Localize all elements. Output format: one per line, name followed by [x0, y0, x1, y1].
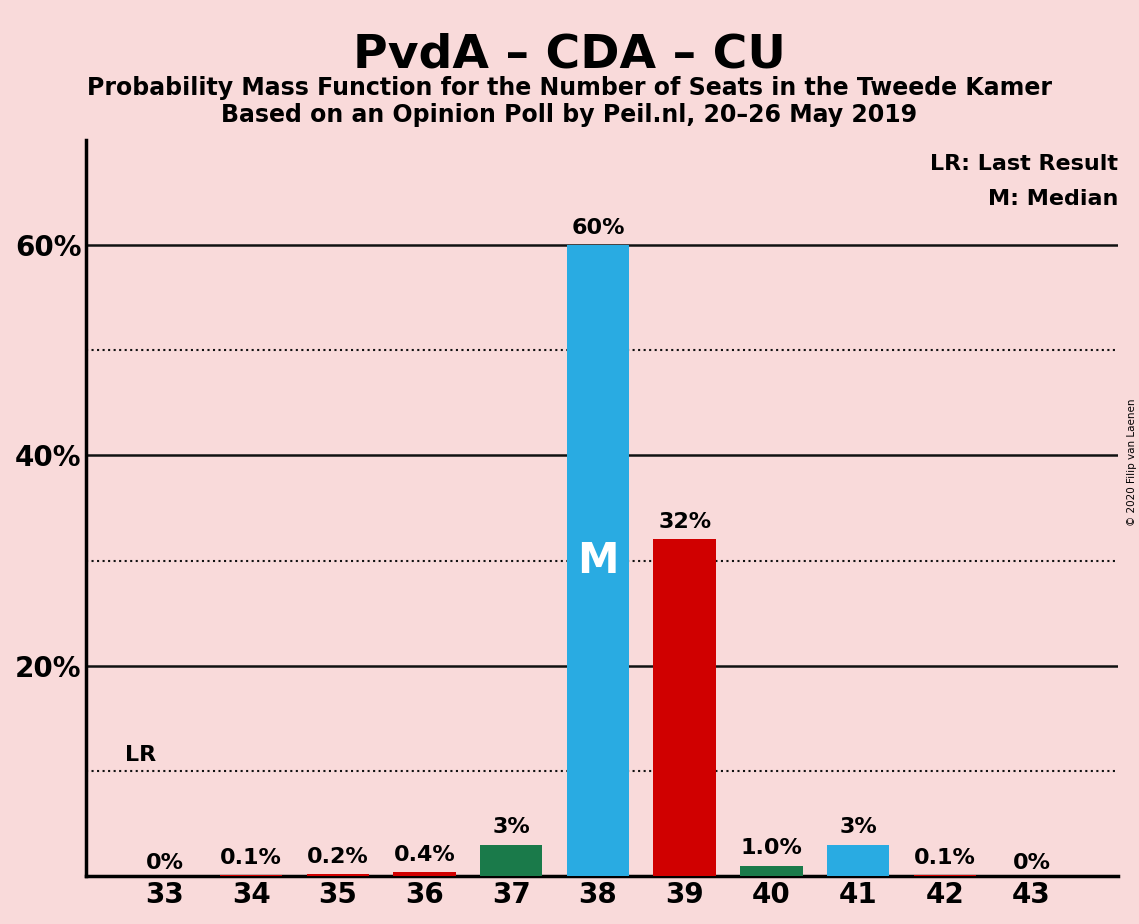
- Text: © 2020 Filip van Laenen: © 2020 Filip van Laenen: [1126, 398, 1137, 526]
- Bar: [306, 874, 369, 876]
- Text: 3%: 3%: [839, 817, 877, 837]
- Text: M: Median: M: Median: [988, 189, 1118, 209]
- Text: LR: LR: [125, 745, 156, 765]
- Text: M: M: [577, 540, 618, 581]
- Bar: [220, 875, 282, 876]
- Text: LR: Last Result: LR: Last Result: [931, 154, 1118, 175]
- Text: 0.2%: 0.2%: [308, 846, 369, 867]
- Text: 0%: 0%: [146, 853, 183, 873]
- Text: 60%: 60%: [572, 217, 625, 237]
- Text: 0.1%: 0.1%: [220, 847, 282, 868]
- Text: 32%: 32%: [658, 512, 711, 532]
- Text: Probability Mass Function for the Number of Seats in the Tweede Kamer: Probability Mass Function for the Number…: [87, 76, 1052, 100]
- Bar: [827, 845, 890, 876]
- Text: PvdA – CDA – CU: PvdA – CDA – CU: [353, 32, 786, 78]
- Bar: [654, 540, 716, 876]
- Text: 0.4%: 0.4%: [394, 845, 456, 865]
- Text: 0.1%: 0.1%: [913, 847, 976, 868]
- Bar: [740, 866, 803, 876]
- Bar: [480, 845, 542, 876]
- Bar: [567, 245, 629, 876]
- Bar: [913, 875, 976, 876]
- Text: Based on an Opinion Poll by Peil.nl, 20–26 May 2019: Based on an Opinion Poll by Peil.nl, 20–…: [221, 103, 918, 128]
- Text: 1.0%: 1.0%: [740, 838, 802, 858]
- Bar: [393, 872, 456, 876]
- Text: 3%: 3%: [492, 817, 530, 837]
- Text: 0%: 0%: [1013, 853, 1050, 873]
